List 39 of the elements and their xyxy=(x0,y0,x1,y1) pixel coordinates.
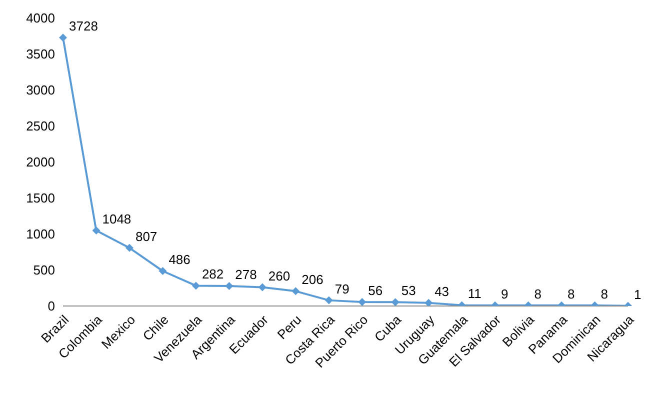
data-label: 53 xyxy=(401,283,416,298)
point xyxy=(391,298,400,306)
data-label: 79 xyxy=(334,281,350,296)
point xyxy=(192,282,200,290)
y-tick-label: 3000 xyxy=(26,82,55,98)
data-label: 282 xyxy=(202,266,224,282)
data-label: 8 xyxy=(568,286,575,302)
data-label: 3728 xyxy=(69,18,98,34)
point xyxy=(125,244,134,252)
point xyxy=(158,267,167,276)
y-tick-label: 3500 xyxy=(26,46,55,62)
y-tick-label: 2500 xyxy=(26,118,55,134)
y-tick-label: 2000 xyxy=(26,154,55,170)
data-label: 206 xyxy=(302,272,324,288)
data-label: 1048 xyxy=(102,212,132,227)
data-label: 260 xyxy=(268,268,290,284)
data-label: 9 xyxy=(501,286,508,302)
data-label: 807 xyxy=(135,228,158,244)
y-tick-label: 1000 xyxy=(26,226,55,242)
data-label: 1 xyxy=(634,286,642,302)
point xyxy=(258,283,266,292)
data-label: 8 xyxy=(534,286,542,302)
point xyxy=(358,298,366,306)
point xyxy=(59,34,67,42)
data-label: 8 xyxy=(600,286,608,302)
point xyxy=(324,296,333,304)
y-tick-label: 500 xyxy=(33,262,55,278)
point xyxy=(292,287,300,296)
data-label: 43 xyxy=(434,284,450,299)
point xyxy=(92,226,100,235)
y-tick-label: 4000 xyxy=(26,10,55,26)
data-label: 278 xyxy=(235,266,257,282)
data-label: 486 xyxy=(168,252,190,268)
y-tick-label: 0 xyxy=(48,298,55,314)
point xyxy=(424,298,433,306)
data-label: 11 xyxy=(468,286,482,302)
data-label: 56 xyxy=(368,282,383,298)
point xyxy=(225,282,234,290)
y-tick-label: 1500 xyxy=(26,190,55,206)
